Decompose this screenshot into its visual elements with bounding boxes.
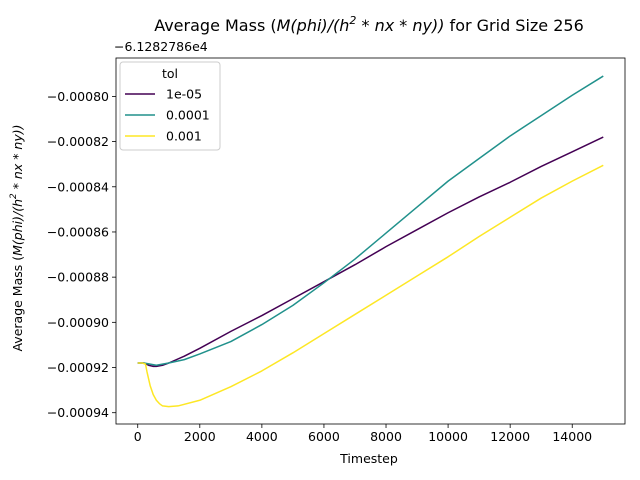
- legend-box: [119, 61, 221, 151]
- y-offset-label: −6.1282786e4: [114, 39, 208, 54]
- series-line-1: [137, 75, 604, 367]
- x-tick-label: 2000: [184, 429, 216, 444]
- x-tick-label: 4000: [246, 429, 278, 444]
- x-tick-label: 12000: [490, 429, 530, 444]
- plot-frame: [115, 57, 626, 425]
- x-tick-label: 6000: [308, 429, 340, 444]
- x-tick-label: 10000: [428, 429, 468, 444]
- chart-title: Average Mass (M(phi)/(h2 * nx * ny)) for…: [154, 14, 584, 35]
- legend-label-2: 0.001: [166, 129, 202, 144]
- y-tick-label: −0.00086: [47, 224, 109, 239]
- y-tick-label: −0.00080: [47, 89, 109, 104]
- y-tick-label: −0.00084: [47, 179, 109, 194]
- series-line-2: [137, 164, 604, 408]
- y-axis-label: Average Mass (M(phi)/(h2 * nx * ny)): [9, 124, 25, 351]
- x-tick-label: 8000: [370, 429, 402, 444]
- x-axis-label: Timestep: [339, 451, 398, 466]
- legend: tol 1e-05 0.0001 0.001: [119, 61, 221, 151]
- y-tick-label: −0.00082: [47, 134, 109, 149]
- legend-label-1: 0.0001: [166, 108, 210, 123]
- x-tick-label: 14000: [552, 429, 592, 444]
- y-axis: −0.00094 −0.00092 −0.00090 −0.00088 −0.00086…: [47, 89, 116, 420]
- x-axis: 0 2000 4000 6000 8000 10000 12000 14000: [134, 424, 592, 444]
- y-tick-label: −0.00094: [47, 405, 109, 420]
- y-tick-label: −0.00090: [47, 315, 109, 330]
- plot-area: [115, 57, 626, 425]
- x-tick-label: 0: [134, 429, 142, 444]
- y-tick-label: −0.00092: [47, 360, 109, 375]
- y-tick-label: −0.00088: [47, 270, 109, 285]
- legend-title: tol: [162, 66, 178, 81]
- series-line-0: [137, 136, 604, 368]
- legend-label-0: 1e-05: [166, 87, 202, 102]
